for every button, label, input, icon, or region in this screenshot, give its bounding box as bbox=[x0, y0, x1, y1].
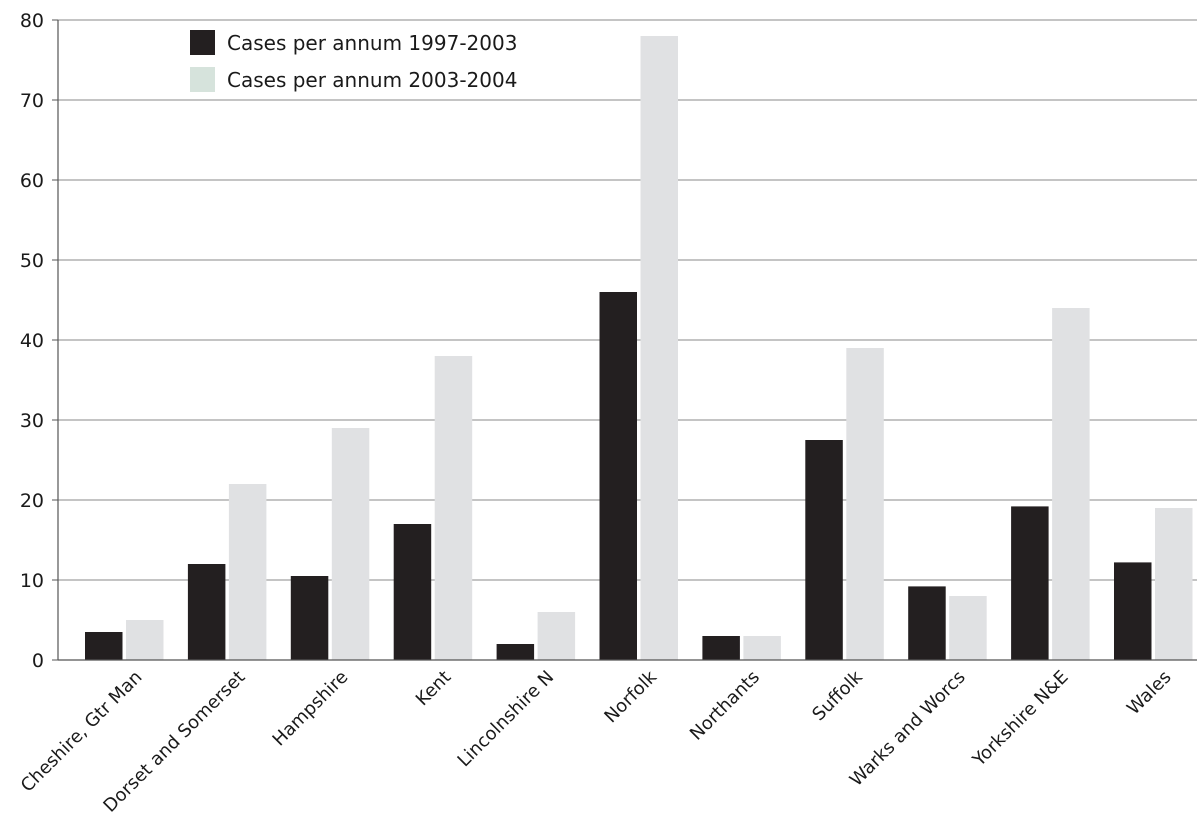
x-category-label: Wales bbox=[1123, 667, 1175, 719]
bar-series-1 bbox=[702, 636, 740, 660]
bar-series-2 bbox=[640, 36, 678, 660]
bar-series-1 bbox=[393, 524, 432, 660]
y-tick-label: 10 bbox=[20, 570, 44, 592]
y-tick-label: 50 bbox=[20, 250, 44, 272]
x-category-label: Warks and Worcs bbox=[846, 667, 970, 791]
y-tick-label: 40 bbox=[20, 330, 44, 352]
x-category-label: Lincolnshire N bbox=[454, 667, 559, 772]
bar-series-2 bbox=[949, 596, 987, 660]
bar-series-2 bbox=[1052, 308, 1090, 660]
y-tick-label: 30 bbox=[20, 410, 44, 432]
y-tick-label: 70 bbox=[20, 90, 44, 112]
bar-series-1 bbox=[908, 586, 946, 660]
bar-series-2 bbox=[846, 348, 884, 660]
bar-series-2 bbox=[1155, 508, 1193, 660]
y-tick-label: 0 bbox=[32, 650, 44, 672]
axes bbox=[57, 20, 1197, 661]
bar-series-1 bbox=[599, 292, 637, 660]
bar-series-1 bbox=[85, 632, 123, 660]
bar-series-2 bbox=[743, 636, 781, 660]
x-category-label: Kent bbox=[412, 667, 455, 710]
bar-series-2 bbox=[537, 612, 576, 660]
bar-series-2 bbox=[228, 484, 267, 660]
x-category-label: Northants bbox=[686, 667, 764, 745]
x-category-label: Norfolk bbox=[600, 666, 661, 727]
bars bbox=[85, 36, 1193, 660]
bar-series-1 bbox=[1011, 506, 1049, 660]
bar-series-1 bbox=[187, 564, 226, 660]
y-axis-ticks: 0 10 20 30 40 50 60 70 80 bbox=[20, 10, 58, 672]
bar-series-1 bbox=[496, 644, 535, 660]
bar-series-1 bbox=[1114, 562, 1152, 660]
y-tick-label: 80 bbox=[20, 10, 44, 32]
bar-series-1 bbox=[290, 576, 329, 660]
legend-swatch-series-1 bbox=[190, 30, 215, 55]
legend: Cases per annum 1997-2003 Cases per annu… bbox=[190, 30, 517, 92]
y-tick-label: 60 bbox=[20, 170, 44, 192]
bar-series-2 bbox=[126, 620, 164, 660]
bar-series-2 bbox=[331, 428, 370, 660]
legend-label-series-1: Cases per annum 1997-2003 bbox=[227, 31, 517, 55]
y-tick-label: 20 bbox=[20, 490, 44, 512]
x-category-label: Suffolk bbox=[808, 666, 867, 725]
bar-series-2 bbox=[434, 356, 473, 660]
legend-label-series-2: Cases per annum 2003-2004 bbox=[227, 68, 517, 92]
x-category-label: Yorkshire N&E bbox=[968, 667, 1073, 772]
legend-swatch-series-2 bbox=[190, 67, 215, 92]
bar-series-1 bbox=[805, 440, 843, 660]
x-category-label: Hampshire bbox=[269, 667, 353, 751]
